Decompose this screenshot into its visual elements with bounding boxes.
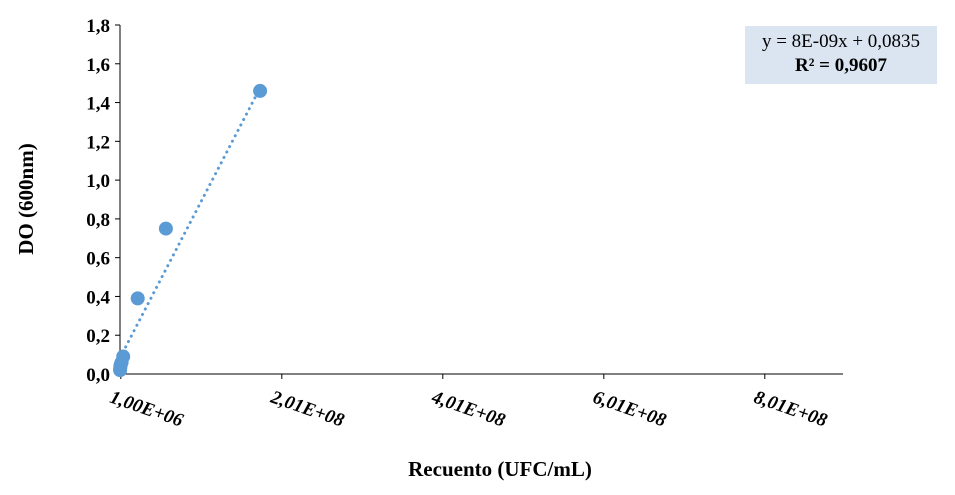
data-points: [113, 83, 268, 378]
y-tick-label: 0,6: [86, 249, 110, 270]
x-tick-label: 4,01E+08: [428, 387, 508, 432]
y-tick-label: 1,8: [86, 16, 110, 37]
y-tick-label: 0,4: [86, 287, 110, 308]
x-tick-label: 6,01E+08: [590, 387, 669, 432]
x-axis-ticks: 1,00E+06 2,01E+08 4,01E+08 6,01E+08 8,01E+08: [107, 374, 830, 432]
y-tick-label: 0,0: [86, 365, 110, 386]
data-point: [130, 291, 145, 306]
trendline-equation: y = 8E-09x + 0,0835: [761, 31, 921, 52]
x-tick-label: 1,00E+06: [107, 387, 186, 432]
x-tick-label: 8,01E+08: [751, 387, 830, 432]
y-axis-title: DO (600nm): [14, 143, 38, 254]
y-tick-label: 1,4: [86, 94, 110, 115]
trendline: [118, 80, 265, 360]
y-axis-ticks: 0,0 0,2 0,4 0,6 0,8 1,0 1,2 1,4 1,6 1,8: [86, 16, 120, 386]
r-squared-value: R² = 0,9607: [795, 55, 887, 76]
y-tick-label: 1,0: [86, 171, 110, 192]
data-point: [253, 83, 268, 98]
data-point: [116, 349, 131, 364]
x-axis-title: Recuento (UFC/mL): [408, 457, 592, 481]
data-point: [158, 221, 173, 236]
y-tick-label: 1,2: [86, 132, 110, 153]
trendline-equation-box: y = 8E-09x + 0,0835 R² = 0,9607: [745, 26, 937, 84]
x-tick-label: 2,01E+08: [267, 387, 347, 432]
y-tick-label: 0,8: [86, 210, 110, 231]
y-tick-label: 0,2: [86, 326, 110, 347]
y-tick-label: 1,6: [86, 55, 110, 76]
